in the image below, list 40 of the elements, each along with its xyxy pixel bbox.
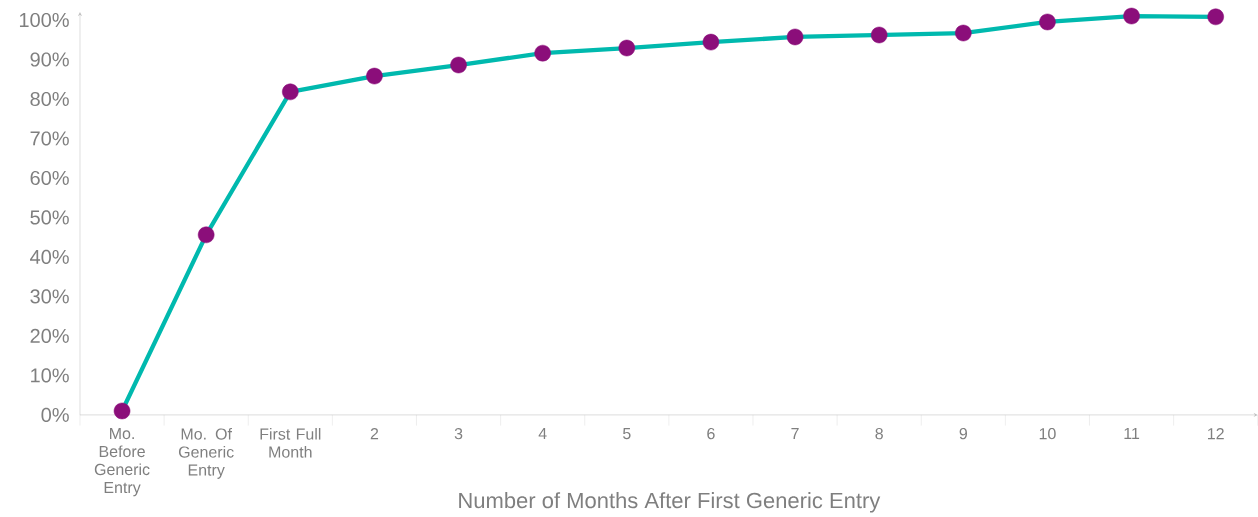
- point: [282, 83, 299, 101]
- point: [702, 33, 720, 51]
- point: [1207, 8, 1224, 26]
- point: [197, 226, 215, 244]
- point: [113, 402, 131, 420]
- x-tick-label: Mo. Before Generic Entry: [94, 427, 150, 497]
- point: [1039, 13, 1056, 31]
- point: [870, 26, 888, 44]
- x-tick-label: 3: [454, 427, 463, 440]
- x-tick-label: 7: [791, 427, 799, 439]
- y-tick-label: 80%: [30, 91, 69, 107]
- y-tick-label: 20%: [30, 328, 69, 343]
- y-tick-label: 90%: [30, 52, 69, 67]
- x-tick-label: 10: [1039, 427, 1056, 440]
- x-tick-label: 5: [623, 427, 631, 440]
- y-tick-label: 100%: [19, 12, 69, 28]
- point: [786, 28, 804, 46]
- y-tick-label: 70%: [30, 131, 69, 146]
- x-tick-label: Mo. Of Generic Entry: [178, 427, 234, 479]
- y-tick-label: 30%: [30, 289, 69, 304]
- point: [618, 39, 636, 57]
- x-axis-title: Number of Months After First Generic Entry: [459, 492, 881, 513]
- y-tick-label: 0%: [41, 407, 69, 422]
- x-tick-label: 6: [707, 427, 715, 440]
- point: [366, 67, 383, 85]
- point: [1123, 7, 1140, 25]
- y-tick-label: 50%: [30, 210, 69, 225]
- x-tick-label: 9: [959, 427, 967, 440]
- y-tick-label: 10%: [31, 368, 69, 383]
- x-tick-label: 4: [538, 427, 547, 439]
- x-tick-label: First Full Month: [260, 427, 321, 458]
- x-tick-label: 8: [875, 427, 883, 440]
- point: [450, 56, 467, 74]
- x-tick-label: 2: [370, 427, 379, 440]
- x-tick-label: 11: [1124, 427, 1140, 439]
- y-tick-label: 60%: [30, 170, 69, 185]
- point: [955, 24, 972, 42]
- point: [534, 44, 551, 62]
- x-tick-label: 12: [1208, 427, 1224, 440]
- y-tick-label: 40%: [30, 249, 69, 264]
